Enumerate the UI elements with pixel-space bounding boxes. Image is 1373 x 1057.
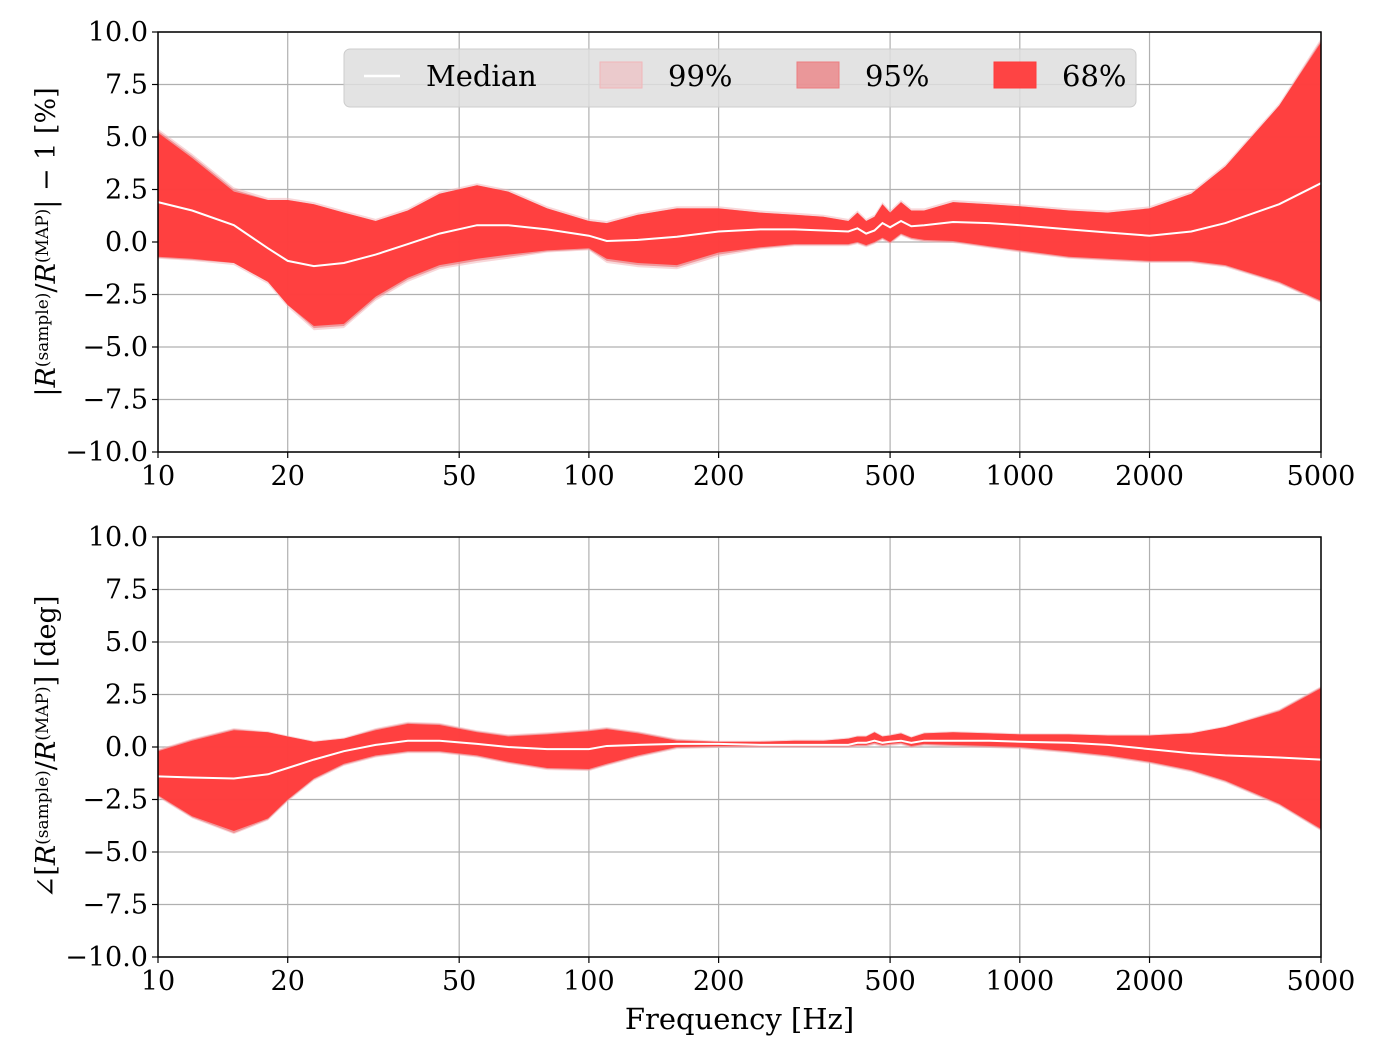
y-tick-label: 5.0 [105,627,148,658]
x-tick-label: 100 [563,966,615,997]
x-tick-label: 20 [271,461,305,492]
legend-label: 68% [1062,59,1126,93]
y-tick-label: −10.0 [65,437,148,468]
y-label-part: R [31,845,62,866]
x-tick-label: 200 [693,966,745,997]
x-tick-label: 10 [141,461,175,492]
y-tick-label: 0.0 [105,732,148,763]
phase-panel: 10 20 50 100 200 500 1000 2000 5000 −10.0 −7.5 −5.0… [31,522,1355,1036]
legend-swatch [796,61,840,89]
y-axis-label: |R(sample)/R(MAP)| − 1 [%] [31,87,62,396]
legend-label: 99% [668,59,732,93]
y-label-part: | − 1 [%] [31,87,62,208]
y-label-part: R [31,263,62,284]
legend-label: Median [426,59,537,93]
y-label-part: (sample) [33,770,53,845]
x-tick-label: 500 [864,966,916,997]
x-tick-label: 50 [442,966,476,997]
band-68pct [158,42,1321,326]
legend: Median 99% 95% 68% [343,48,1137,108]
y-tick-label: 7.5 [105,575,148,606]
y-tick-label: 2.5 [105,680,148,711]
y-label-part: (MAP) [33,686,53,740]
x-tick-label: 5000 [1287,461,1356,492]
x-tick-label: 20 [271,966,305,997]
y-axis-label: ∠[R(sample)/R(MAP)] [deg] [31,596,62,899]
x-tick-label: 1000 [985,966,1054,997]
y-tick-label: 2.5 [105,175,148,206]
x-tick-label: 100 [563,461,615,492]
y-label-part: (sample) [33,293,53,368]
y-tick-label: −2.5 [82,785,148,816]
y-label-part: ∠[ [31,865,62,898]
band-68pct [158,688,1321,831]
x-tick-label: 2000 [1115,461,1184,492]
x-tick-label: 50 [442,461,476,492]
y-tick-label: −2.5 [82,280,148,311]
x-tick-label: 5000 [1287,966,1356,997]
y-tick-label: 5.0 [105,122,148,153]
x-tick-label: 500 [864,461,916,492]
median-line [157,182,1322,268]
y-label-part: / [31,283,62,293]
median-line [157,739,1322,780]
y-label-part: (MAP) [33,209,53,263]
y-tick-label: 10.0 [88,17,148,48]
y-label-part: / [31,760,62,770]
y-tick-label: −7.5 [82,890,148,921]
y-label-part: | [31,388,62,397]
y-tick-label: −10.0 [65,942,148,973]
x-tick-label: 2000 [1115,966,1184,997]
legend-swatch [993,61,1037,89]
y-tick-label: 0.0 [105,227,148,258]
x-tick-label: 1000 [985,461,1054,492]
y-tick-label: 7.5 [105,70,148,101]
y-tick-label: 10.0 [88,522,148,553]
legend-label: 95% [865,59,929,93]
y-tick-label: −5.0 [82,332,148,363]
y-tick-label: −7.5 [82,385,148,416]
x-tick-label: 200 [693,461,745,492]
y-label-part: R [31,367,62,388]
x-axis-label: Frequency [Hz] [625,1002,854,1036]
y-label-part: R [31,741,62,762]
x-tick-label: 10 [141,966,175,997]
y-label-part: ] [deg] [31,596,62,687]
legend-box [343,48,1137,108]
y-tick-label: −5.0 [82,837,148,868]
legend-swatch [599,61,643,89]
magnitude-panel: 10 20 50 100 200 500 1000 2000 5000 −10.0 −7.5 −5.0… [31,17,1355,492]
